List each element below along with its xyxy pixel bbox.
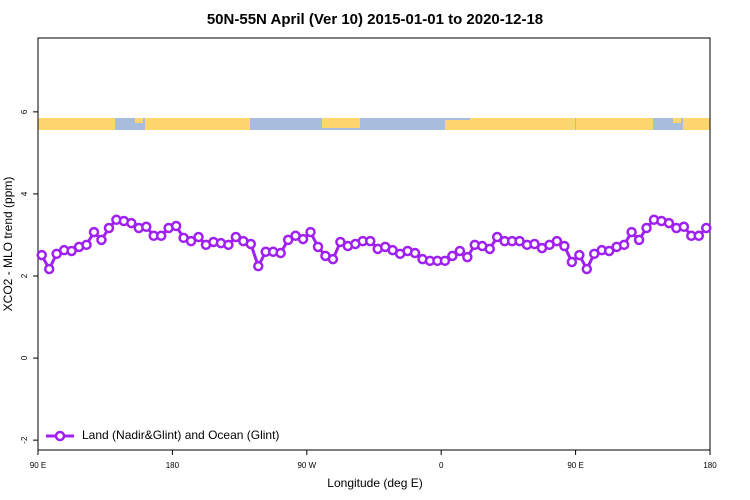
x-tick-label: 90 W (297, 461, 316, 470)
point (462, 251, 473, 263)
point (491, 231, 503, 243)
legend-marker (54, 430, 66, 442)
point (88, 226, 100, 238)
x-tick-label: 90 E (567, 461, 583, 470)
point (454, 245, 466, 257)
point (253, 260, 264, 272)
x-tick-label: 180 (166, 461, 180, 470)
point (551, 235, 563, 247)
point (641, 222, 652, 234)
point (581, 263, 593, 275)
point (275, 247, 286, 259)
point (230, 231, 242, 243)
point (81, 239, 92, 251)
point (678, 221, 690, 233)
point (193, 231, 204, 243)
point (633, 234, 645, 246)
point (223, 239, 234, 251)
point (439, 255, 451, 267)
point (566, 256, 578, 268)
point (36, 249, 47, 261)
point (409, 247, 421, 259)
point (66, 245, 77, 257)
y-tick-label: 6 (20, 109, 29, 114)
point (603, 245, 615, 257)
point (529, 238, 540, 250)
point (701, 222, 712, 234)
point (282, 234, 294, 246)
y-tick-label: 2 (20, 273, 29, 278)
land-ocean-band (38, 118, 710, 130)
point (447, 250, 458, 262)
point (103, 222, 115, 234)
legend-label: Land (Nadir&Glint) and Ocean (Glint) (82, 428, 279, 442)
point (327, 253, 339, 265)
point (574, 249, 585, 261)
point (663, 217, 675, 229)
point (305, 226, 316, 238)
point (155, 230, 167, 242)
point (626, 226, 637, 238)
point (297, 233, 309, 245)
point (693, 230, 705, 242)
y-axis-label: XCO2 - MLO trend (ppm) (1, 177, 15, 312)
y-tick-label: 0 (20, 355, 29, 360)
point (245, 238, 257, 250)
x-tick-label: 90 E (30, 461, 46, 470)
x-axis-label: Longitude (deg E) (327, 476, 422, 490)
point (126, 217, 137, 229)
y-tick-label: -2 (20, 436, 29, 444)
x-tick-label: 0 (439, 461, 444, 470)
y-tick-label: 4 (20, 191, 29, 196)
x-tick-label: 180 (703, 461, 717, 470)
plot-frame (37, 37, 711, 451)
point (170, 220, 182, 232)
point (365, 235, 376, 247)
chart-title: 50N-55N April (Ver 10) 2015-01-01 to 202… (207, 11, 543, 28)
point (185, 235, 197, 247)
point (96, 234, 107, 246)
point (312, 241, 324, 253)
point (484, 243, 495, 255)
point (618, 239, 630, 251)
point (335, 236, 346, 248)
point (559, 240, 570, 252)
point (141, 221, 152, 233)
point (43, 263, 55, 275)
